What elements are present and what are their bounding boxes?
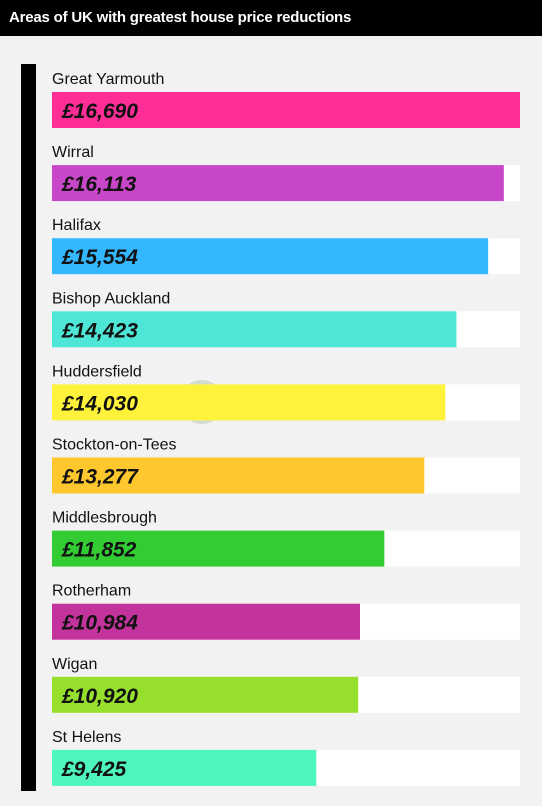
bar (52, 92, 520, 128)
axis-bar (21, 64, 36, 791)
category-label: Stockton-on-Tees (52, 437, 177, 454)
value-label: £11,852 (61, 539, 137, 562)
value-label: £15,554 (61, 246, 138, 269)
category-label: Bishop Auckland (52, 290, 170, 307)
category-label: St Helens (52, 729, 121, 746)
value-label: £13,277 (61, 466, 139, 489)
category-label: Wigan (52, 656, 97, 673)
category-label: Middlesbrough (52, 510, 157, 527)
category-label: Rotherham (52, 583, 131, 600)
bar (52, 457, 425, 494)
bar (52, 530, 385, 567)
bar (52, 165, 504, 202)
category-label: Huddersfield (52, 363, 142, 380)
chart-title: Areas of UK with greatest house price re… (0, 0, 542, 36)
value-label: £10,920 (61, 685, 138, 708)
bar (52, 676, 359, 713)
value-label: £16,690 (61, 100, 138, 123)
category-label: Halifax (52, 217, 101, 234)
value-label: £14,423 (61, 319, 138, 342)
bar (52, 384, 446, 421)
bar (52, 749, 317, 786)
bar (52, 238, 489, 275)
category-label: Wirral (52, 144, 94, 161)
category-label: Great Yarmouth (52, 71, 164, 88)
bar (52, 603, 360, 640)
value-label: £9,425 (61, 758, 127, 781)
value-label: £14,030 (61, 392, 138, 415)
value-label: £10,984 (61, 612, 138, 635)
bar (52, 311, 457, 348)
value-label: £16,113 (61, 173, 137, 196)
